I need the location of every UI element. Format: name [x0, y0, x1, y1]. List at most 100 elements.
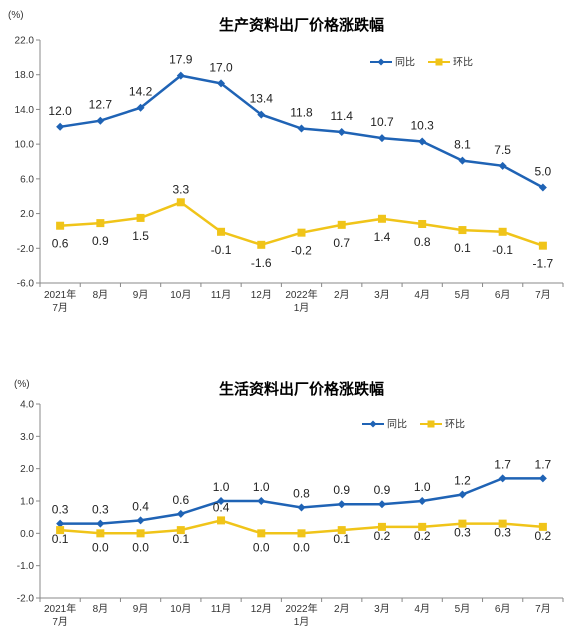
data-label-yoy: 0.9	[333, 483, 350, 497]
data-point-yoy	[377, 500, 386, 509]
data-label-mom: 0.9	[92, 234, 109, 248]
data-point-mom	[96, 529, 105, 538]
x-tick-label: 11月	[211, 603, 231, 615]
chart-2: 生活资料出厂价格涨跌幅 (%) 4.0 3.0 2.0 1.0 0.0 -1.0 -2.0 202…	[14, 379, 564, 628]
x-tick-label: 10月	[170, 603, 191, 615]
data-label-mom: 0.2	[374, 529, 391, 543]
data-label-yoy: 1.7	[535, 457, 552, 471]
x-tick-label: 2月	[334, 603, 350, 615]
data-point-mom	[498, 519, 507, 528]
data-point-yoy	[136, 516, 145, 525]
data-point-mom	[297, 529, 306, 538]
data-label-yoy: 12.7	[89, 98, 113, 112]
data-label-mom: 3.3	[172, 182, 189, 196]
data-point-yoy	[56, 122, 65, 131]
x-tick-label: 9月	[133, 289, 149, 301]
data-point-mom	[418, 219, 427, 228]
data-point-yoy	[458, 490, 467, 499]
x-tick-label: 12月	[251, 289, 272, 301]
data-label-yoy: 0.3	[52, 503, 69, 517]
data-point-yoy	[418, 497, 427, 505]
data-point-yoy	[337, 500, 346, 509]
x-tick-label: 12月	[251, 603, 272, 615]
data-label-yoy: 17.0	[209, 60, 233, 74]
legend-marker	[377, 58, 385, 66]
x-tick-label: 3月	[374, 289, 390, 301]
x-tick-label: 8月	[93, 603, 109, 615]
data-point-mom	[337, 526, 346, 535]
x-tick-label: 1月	[294, 616, 310, 628]
x-tick-label: 10月	[170, 289, 191, 301]
data-label-mom: -0.1	[211, 243, 232, 257]
y-tick-label: 14.0	[15, 105, 35, 116]
data-label-mom: 0.0	[293, 540, 310, 554]
data-point-yoy	[498, 474, 507, 483]
data-label-yoy: 13.4	[250, 92, 274, 106]
data-point-yoy	[136, 103, 145, 112]
y-tick-label: 1.0	[20, 497, 34, 508]
data-point-mom	[136, 213, 145, 222]
y-tick-label: 22.0	[15, 36, 35, 47]
y-tick-label: 2.0	[20, 209, 34, 220]
chart-title: 生活资料出厂价格涨跌幅	[219, 380, 384, 398]
x-tick-label: 5月	[455, 603, 471, 615]
legend: 同比 环比	[370, 57, 473, 69]
data-point-yoy	[297, 124, 306, 133]
x-tick-label: 7月	[535, 289, 551, 301]
data-label-yoy: 0.4	[132, 499, 149, 513]
y-unit-label: (%)	[8, 10, 24, 21]
x-tick-label: 5月	[455, 289, 471, 301]
data-label-mom: -1.6	[251, 256, 272, 270]
data-label-yoy: 1.7	[494, 457, 511, 471]
data-label-yoy: 7.5	[494, 143, 511, 157]
y-tick-label: -6.0	[17, 279, 35, 290]
chart-1: 生产资料出厂价格涨跌幅 (%) 22.0 18.0 14.0 10.0 6.0 2.0 -2.0…	[8, 10, 564, 314]
y-unit-label: (%)	[14, 379, 30, 390]
data-label-yoy: 10.7	[370, 115, 394, 129]
data-label-yoy: 1.0	[414, 480, 431, 494]
x-tick-label: 2021年	[44, 288, 76, 301]
data-point-mom	[538, 522, 547, 531]
data-point-mom	[458, 226, 467, 235]
data-point-yoy	[377, 134, 386, 143]
data-label-mom: 1.5	[132, 229, 149, 243]
data-label-yoy: 10.3	[411, 119, 435, 133]
data-label-mom: 0.2	[414, 529, 431, 543]
data-point-mom	[538, 241, 547, 250]
data-label-mom: 0.1	[172, 532, 189, 546]
data-label-yoy: 0.8	[293, 486, 310, 500]
data-label-mom: 0.1	[52, 532, 69, 546]
data-point-mom	[257, 529, 266, 538]
y-tick-label: -2.0	[17, 594, 35, 605]
data-point-mom	[217, 516, 226, 525]
data-label-yoy: 1.2	[454, 474, 471, 488]
data-point-mom	[217, 227, 226, 236]
y-tick-label: 0.0	[20, 529, 34, 540]
data-label-mom: 0.4	[213, 500, 230, 514]
data-label-mom: 0.2	[535, 529, 552, 543]
x-tick-label: 4月	[414, 289, 430, 301]
y-tick-label: 6.0	[20, 174, 34, 185]
x-tick-label: 9月	[133, 603, 149, 615]
data-label-yoy: 8.1	[454, 138, 471, 152]
data-label-mom: 0.1	[454, 241, 471, 255]
data-point-yoy	[96, 116, 105, 125]
data-point-yoy	[257, 110, 266, 119]
data-point-mom	[498, 227, 507, 236]
x-tick-label: 4月	[414, 603, 430, 615]
data-point-yoy	[96, 519, 105, 528]
chart-title: 生产资料出厂价格涨跌幅	[219, 16, 384, 34]
data-point-yoy	[458, 156, 467, 165]
x-tick-label: 8月	[93, 289, 109, 301]
data-label-mom: 0.7	[333, 236, 350, 250]
y-tick-label: -2.0	[17, 244, 35, 255]
data-label-yoy: 0.9	[374, 483, 391, 497]
data-label-mom: 0.0	[92, 540, 109, 554]
x-tick-label: 3月	[374, 603, 390, 615]
legend-marker	[427, 420, 435, 428]
data-label-mom: 0.3	[494, 526, 511, 540]
x-tick-label: 7月	[52, 616, 68, 628]
legend-label: 同比	[387, 419, 407, 431]
legend-marker	[369, 420, 377, 428]
data-point-mom	[377, 214, 386, 223]
